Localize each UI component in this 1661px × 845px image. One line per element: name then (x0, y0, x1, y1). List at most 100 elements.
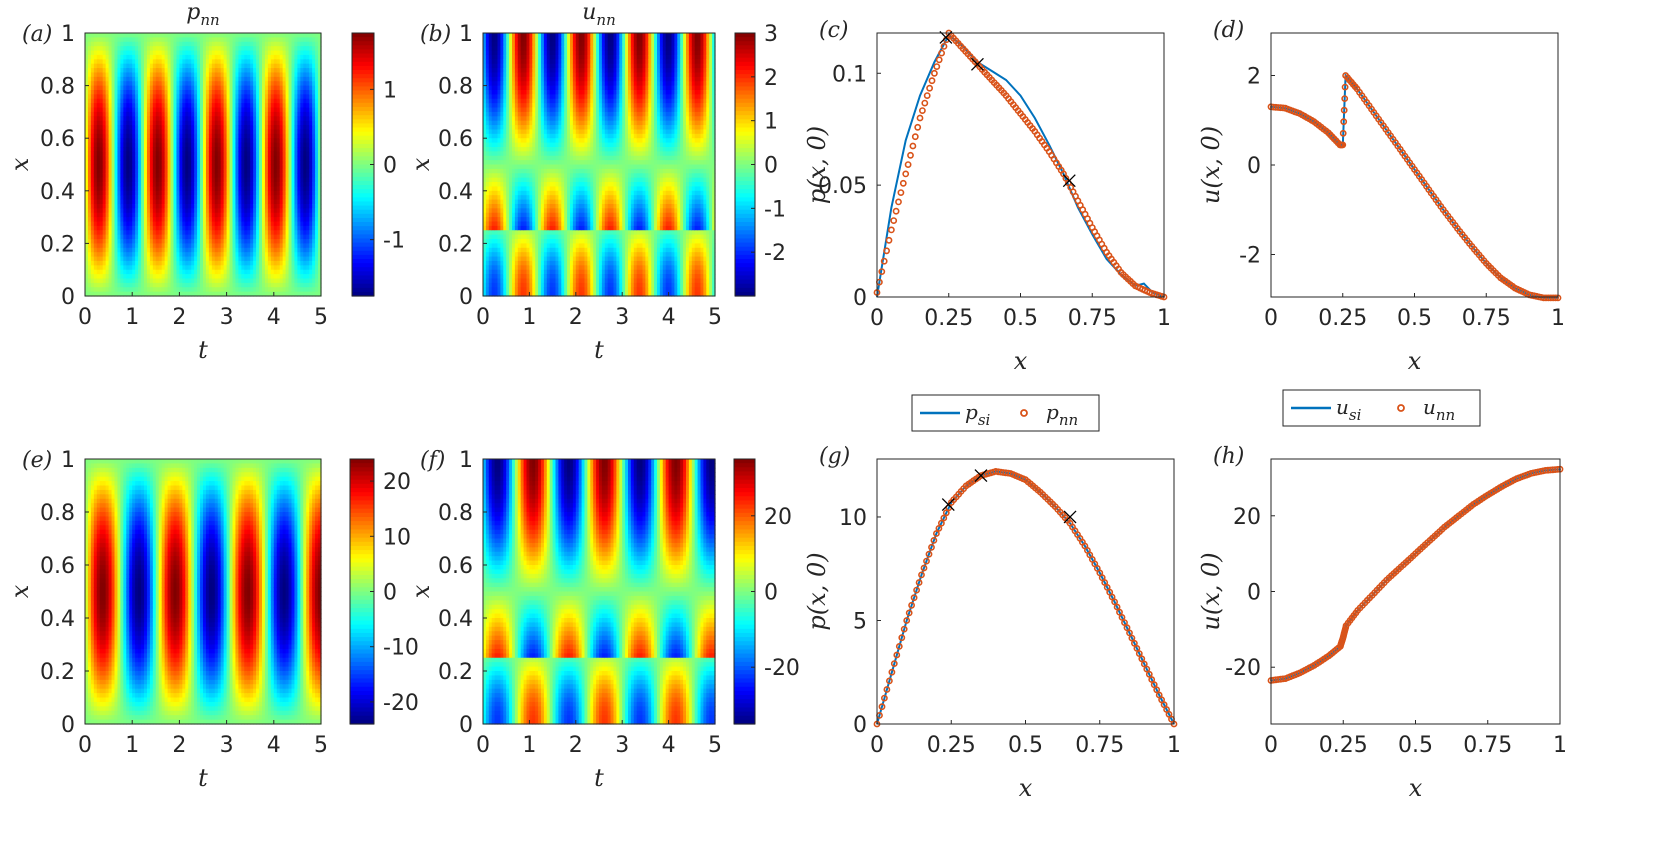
heatmap-cell (279, 208, 284, 214)
heatmap-cell (85, 173, 89, 179)
heatmap-cell (176, 94, 180, 100)
heatmap-cell (96, 287, 101, 293)
heatmap-cell (191, 252, 195, 258)
heatmap-cell (267, 230, 272, 236)
heatmap-cell (152, 217, 157, 223)
heatmap-cell (170, 146, 175, 152)
heatmap-cell (203, 164, 207, 170)
heatmap-cell (87, 50, 92, 56)
heatmap-cell (96, 120, 101, 126)
heatmap-cell (208, 50, 213, 56)
heatmap-cell (191, 160, 195, 166)
heatmap-cell (96, 274, 101, 280)
heatmap-cell (90, 129, 95, 135)
heatmap-cell (229, 89, 234, 95)
heatmap-cell (241, 217, 245, 223)
heatmap-cell (203, 133, 207, 139)
colorbar-segment (352, 193, 374, 198)
heatmap-cell (241, 54, 245, 60)
heatmap-cell (273, 41, 278, 47)
heatmap-cell (167, 133, 172, 139)
heatmap-cell (264, 239, 269, 244)
heatmap-cell (144, 243, 148, 249)
heatmap-cell (146, 133, 151, 139)
heatmap-cell (262, 142, 266, 148)
heatmap-cell (176, 221, 180, 227)
heatmap-cell (188, 164, 192, 170)
heatmap-cell (146, 81, 151, 87)
heatmap-cell (155, 217, 160, 223)
heatmap-cell (167, 63, 172, 69)
heatmap-cell (167, 168, 172, 174)
heatmap-cell (235, 129, 239, 135)
heatmap-cell (105, 33, 110, 38)
heatmap-cell (111, 94, 116, 100)
heatmap-cell (270, 142, 275, 148)
heatmap-cell (87, 111, 92, 117)
heatmap-cell (264, 177, 269, 183)
heatmap-cell (176, 265, 180, 271)
heatmap-cell (114, 247, 119, 253)
heatmap-cell (144, 291, 148, 297)
heatmap-cell (262, 133, 266, 139)
heatmap-cell (117, 252, 121, 258)
heatmap-cell (244, 63, 248, 69)
heatmap-cell (167, 287, 172, 293)
heatmap-cell (211, 287, 216, 293)
heatmap-cell (270, 199, 275, 205)
heatmap-cell (185, 274, 189, 280)
heatmap-cell (99, 291, 104, 297)
heatmap-cell (90, 182, 95, 188)
heatmap-cell (253, 98, 257, 104)
heatmap-cell (108, 190, 113, 196)
heatmap-cell (123, 63, 127, 69)
heatmap-cell (229, 203, 234, 209)
heatmap-cell (114, 164, 119, 170)
heatmap-cell (220, 208, 225, 214)
heatmap-cell (229, 168, 234, 174)
heatmap-cell (179, 37, 183, 43)
heatmap-cell (129, 151, 133, 157)
heatmap-cell (223, 59, 228, 65)
heatmap-cell (87, 182, 92, 188)
heatmap-cell (85, 68, 89, 74)
heatmap-cell (229, 278, 234, 284)
heatmap-cell (214, 260, 219, 266)
heatmap-cell (279, 164, 284, 170)
heatmap-cell (267, 269, 272, 275)
heatmap-cell (223, 221, 228, 227)
heatmap-cell (250, 243, 254, 249)
heatmap-cell (155, 252, 160, 258)
heatmap-cell (250, 142, 254, 148)
heatmap-cell (223, 125, 228, 131)
heatmap-cell (279, 120, 284, 126)
heatmap-cell (191, 260, 195, 266)
heatmap-cell (93, 160, 98, 166)
heatmap-cell (188, 142, 192, 148)
heatmap-cell (123, 68, 127, 74)
heatmap-cell (197, 269, 201, 275)
heatmap-cell (85, 230, 89, 236)
heatmap-cell (161, 173, 166, 179)
heatmap-cell (276, 164, 281, 170)
heatmap-cell (194, 133, 198, 139)
heatmap-cell (149, 168, 154, 174)
heatmap-cell (264, 291, 269, 297)
heatmap-cell (108, 182, 113, 188)
heatmap-cell (214, 63, 219, 69)
heatmap-cell (164, 282, 169, 288)
heatmap-cell (241, 59, 245, 65)
colorbar-segment (352, 279, 374, 285)
heatmap-cell (203, 59, 207, 65)
heatmap-cell (270, 72, 275, 78)
heatmap-cell (244, 221, 248, 227)
heatmap-cell (99, 265, 104, 271)
heatmap-cell (241, 239, 245, 244)
heatmap-cell (126, 260, 130, 266)
heatmap-cell (259, 186, 263, 192)
heatmap-cell (273, 155, 278, 161)
heatmap-cell (253, 138, 257, 144)
heatmap-cell (117, 234, 121, 240)
heatmap-cell (90, 50, 95, 56)
heatmap-cell (191, 199, 195, 205)
